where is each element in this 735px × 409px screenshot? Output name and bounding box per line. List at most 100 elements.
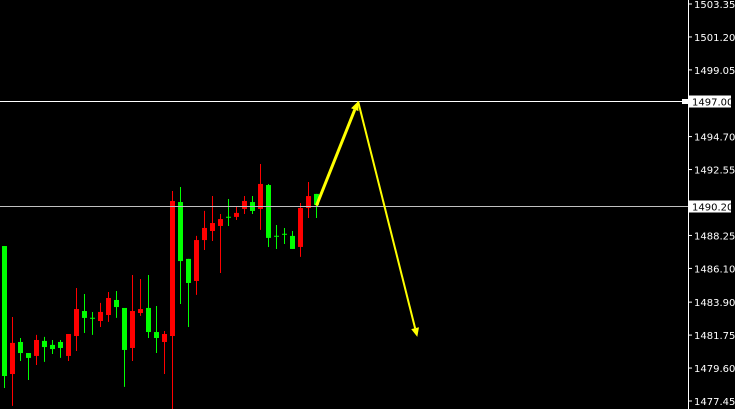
candle-body: [106, 297, 111, 316]
bull-candle: [314, 193, 319, 218]
bull-candle: [154, 305, 159, 354]
bull-candle: [266, 183, 271, 247]
candle-body: [122, 307, 127, 350]
candle-body: [162, 334, 167, 342]
bull-candle: [186, 258, 191, 327]
y-tick-label: 1494.70: [694, 133, 735, 144]
candle-body: [218, 219, 223, 226]
candle-body: [258, 183, 263, 209]
bear-candle: [106, 292, 111, 322]
bear-candle: [210, 196, 215, 241]
bull-candle: [90, 311, 95, 335]
current-price-box: [689, 200, 731, 213]
bear-candle: [218, 213, 223, 274]
candle-body: [226, 216, 231, 218]
candle-body: [26, 353, 31, 358]
y-tick-label: 1481.75: [694, 331, 735, 342]
candle-body: [74, 309, 79, 337]
candle-body: [266, 185, 271, 238]
candle-body: [66, 334, 71, 356]
bull-candle: [26, 353, 31, 381]
candle-body: [306, 196, 311, 209]
candle-body: [18, 341, 23, 354]
bull-candle: [82, 294, 87, 333]
arrow-up[interactable]: [315, 101, 359, 207]
candle-body: [170, 200, 175, 337]
candle-body: [186, 258, 191, 283]
candle-body: [114, 299, 119, 308]
bear-candle: [138, 278, 143, 316]
y-tick-label: 1486.10: [694, 264, 735, 275]
y-tick-label: 1483.90: [694, 298, 735, 309]
bear-candle: [298, 202, 303, 257]
bull-candle: [226, 198, 231, 226]
candle-body: [138, 309, 143, 314]
bear-candle: [194, 235, 199, 295]
candle-body: [242, 200, 247, 209]
bear-candle: [162, 330, 167, 375]
price-axis[interactable]: 1503.35 1501.20 1499.05 1494.70 1492.55 1488.…: [688, 0, 735, 408]
bull-candle: [122, 307, 127, 387]
arrow-down[interactable]: [357, 101, 419, 337]
bear-candle: [10, 317, 15, 406]
bull-candle: [50, 339, 55, 354]
bull-candle: [42, 336, 47, 362]
candle-body: [282, 233, 287, 235]
y-tick-label: 1488.25: [694, 231, 735, 242]
arrowhead-icon: [351, 101, 359, 112]
candle-body: [290, 235, 295, 249]
candle-body: [274, 235, 279, 237]
candle-body: [2, 246, 7, 377]
bull-candle: [114, 290, 119, 318]
bear-candle: [74, 288, 79, 352]
bear-candle: [234, 206, 239, 220]
candle-body: [90, 317, 95, 319]
y-tick-label: 1477.45: [694, 397, 735, 408]
candles-layer: [2, 164, 319, 409]
candle-body: [298, 208, 303, 247]
candle-body: [234, 212, 239, 217]
level-label-text: 1497.00: [692, 98, 733, 109]
y-tick-label: 1501.20: [694, 33, 735, 44]
level-label-box: [689, 95, 731, 108]
bear-candle: [258, 164, 263, 230]
candle-body: [98, 311, 103, 321]
arrow-shaft: [315, 109, 357, 207]
y-tick-label: 1503.35: [694, 0, 735, 11]
candle-body: [42, 340, 47, 348]
y-tick-label: 1492.55: [694, 166, 735, 177]
current-price-text: 1490.20: [692, 203, 733, 214]
bear-candle: [130, 275, 135, 361]
current-price-label: 1490.20: [689, 200, 733, 214]
bear-candle: [34, 334, 39, 365]
level-marker-icon: [682, 99, 688, 104]
candle-body: [50, 344, 55, 350]
arrowhead-icon: [411, 327, 419, 337]
candle-body: [314, 193, 319, 205]
bull-candle: [2, 246, 7, 388]
candle-body: [210, 223, 215, 232]
candle-body: [82, 311, 87, 318]
y-tick-label: 1499.05: [694, 66, 735, 77]
bull-candle: [18, 338, 23, 361]
arrow-shaft: [357, 101, 417, 329]
bear-candle: [306, 181, 311, 218]
bull-candle: [146, 275, 151, 339]
candle-body: [10, 342, 15, 375]
candle-body: [146, 307, 151, 333]
bear-candle: [170, 191, 175, 409]
candle-body: [130, 311, 135, 348]
candle-body: [154, 332, 159, 339]
bull-candle: [282, 227, 287, 245]
bear-candle: [242, 196, 247, 214]
arrows-layer[interactable]: [315, 101, 419, 337]
level-line-label: 1497.00: [682, 95, 733, 109]
candle-body: [34, 339, 39, 356]
bull-candle: [290, 231, 295, 249]
bull-candle: [58, 339, 63, 358]
bear-candle: [66, 334, 71, 361]
bear-candle: [98, 302, 103, 327]
candle-body: [194, 240, 199, 281]
